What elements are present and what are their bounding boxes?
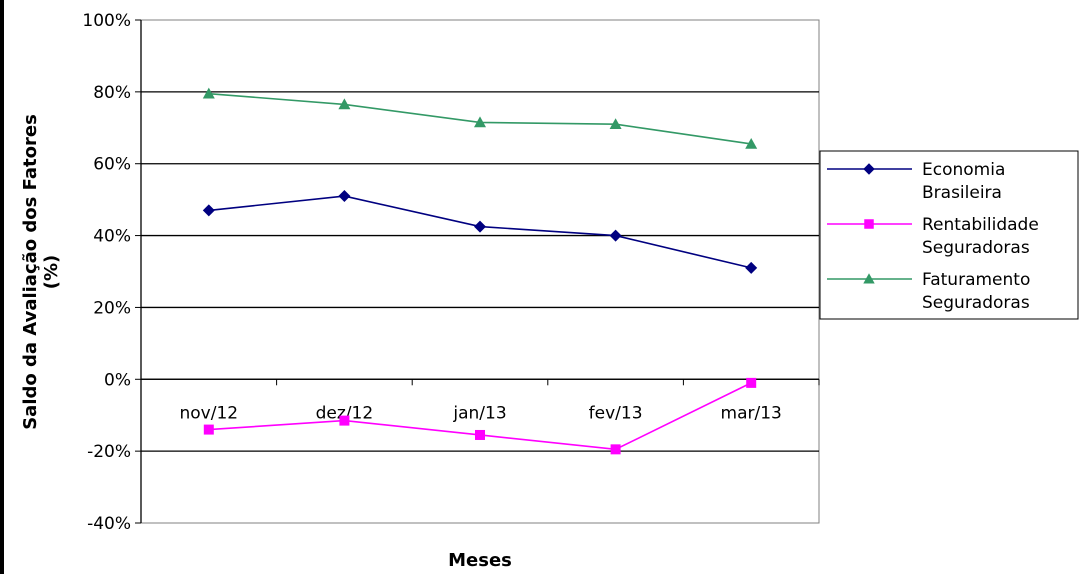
y-tick-label: -40% [87, 514, 131, 534]
data-point [202, 204, 215, 217]
legend-label: Economia [922, 160, 1005, 180]
data-point [338, 98, 351, 110]
data-point [609, 118, 622, 129]
x-tick-label: fev/13 [589, 403, 643, 423]
data-point [474, 220, 486, 233]
data-point [745, 261, 758, 274]
x-tick-label: nov/12 [179, 403, 238, 423]
y-axis-title-line-1: Saldo da Avaliação dos Fatores [20, 114, 41, 430]
data-point [474, 116, 486, 128]
left-edge-border [0, 0, 4, 574]
y-axis-title: Saldo da Avaliação dos Fatores (%) [20, 114, 62, 430]
legend-label: Seguradoras [922, 293, 1030, 313]
series-2 [203, 377, 757, 455]
x-tick-label: jan/13 [452, 403, 506, 423]
data-point [610, 444, 621, 455]
legend-label: Seguradoras [922, 238, 1030, 258]
data-point [339, 415, 350, 426]
legend-entry: Rentabilidade Seguradoras [827, 215, 1039, 258]
data-point [746, 377, 757, 388]
y-axis: -40% -20% 0% 20% 40% 60% 80% 100% [82, 11, 142, 534]
series-1 [202, 190, 758, 274]
y-tick-label: 60% [93, 155, 131, 175]
legend: Economia Brasileira Rentabilidade Segurador… [819, 150, 1079, 320]
y-tick-label: 20% [93, 298, 131, 318]
legend-marker [863, 163, 875, 175]
data-point [338, 190, 351, 203]
y-tick-label: 40% [93, 227, 131, 247]
y-tick-label: 100% [82, 11, 131, 31]
x-axis-title: Meses [448, 550, 512, 571]
data-point [203, 424, 214, 435]
y-tick-label: 0% [104, 370, 131, 390]
x-tick-label: dez/12 [316, 403, 374, 423]
series-3 [202, 87, 758, 149]
legend-entry: Faturamento Seguradoras [827, 270, 1030, 313]
legend-label: Brasileira [922, 183, 1002, 203]
data-point [202, 87, 215, 99]
data-point [745, 137, 758, 149]
legend-label: Rentabilidade [922, 215, 1039, 235]
y-tick-label: 80% [93, 83, 131, 103]
legend-box [819, 150, 1079, 320]
y-tick-label: -20% [87, 442, 131, 462]
legend-marker [863, 273, 875, 284]
y-axis-title-line-2: (%) [41, 255, 62, 290]
x-tick-label: mar/13 [721, 403, 782, 423]
data-point [609, 229, 622, 242]
series-layer [202, 87, 758, 455]
legend-marker [864, 219, 874, 229]
data-point [475, 429, 485, 440]
legend-entry: Economia Brasileira [827, 160, 1005, 203]
legend-label: Faturamento [922, 270, 1030, 290]
x-axis: nov/12 dez/12 jan/13 fev/13 mar/13 [140, 378, 820, 423]
plot-area [140, 19, 820, 524]
